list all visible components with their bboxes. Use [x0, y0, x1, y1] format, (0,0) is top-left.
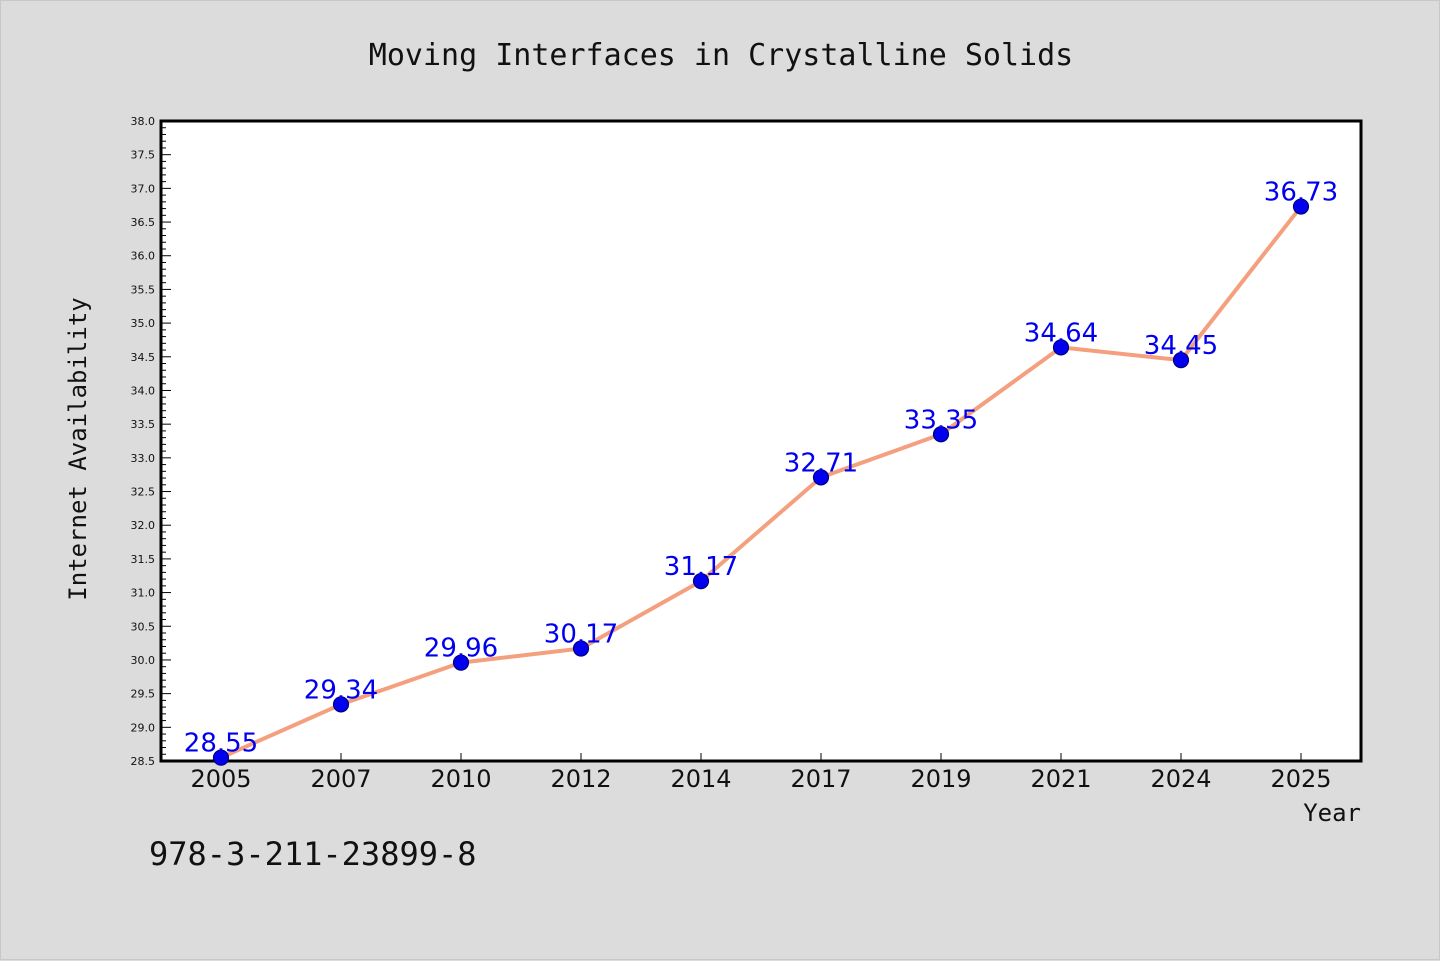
x-tick-label: 2014 [670, 765, 731, 793]
y-tick-label: 33.0 [131, 452, 156, 465]
y-tick-label: 35.5 [131, 283, 156, 296]
isbn-footnote: 978-3-211-23899-8 [149, 835, 477, 873]
data-labels-group: 28.55 29.34 29.96 30.17 31.17 32.71 33.35 34.64… [184, 178, 1338, 759]
series-line [219, 204, 1303, 760]
x-tick-label: 2021 [1030, 765, 1091, 793]
data-point-marker [1052, 339, 1070, 356]
data-label: 30.17 [544, 619, 618, 649]
x-axis-title: Year [1303, 799, 1361, 827]
y-axis-title: Internet Availability [64, 297, 92, 600]
y-tick-label: 38.0 [131, 115, 156, 128]
data-point-marker [692, 573, 710, 590]
data-point-marker [932, 426, 950, 443]
data-label: 32.71 [784, 448, 858, 478]
chart-title: Moving Interfaces in Crystalline Solids [369, 38, 1073, 73]
y-tick-label: 36.5 [131, 216, 156, 229]
data-label: 33.35 [904, 405, 978, 435]
data-label: 28.55 [184, 729, 258, 759]
y-tick-label: 37.0 [131, 182, 156, 195]
data-point-marker [812, 469, 830, 486]
y-tick-label: 34.0 [131, 384, 156, 397]
y-tick-label: 35.0 [131, 317, 156, 330]
data-label: 31.17 [664, 552, 738, 582]
y-tick-label: 37.5 [131, 149, 156, 162]
data-label: 29.34 [304, 675, 378, 705]
data-label: 34.45 [1144, 331, 1218, 361]
y-tick-label: 34.5 [131, 351, 156, 364]
y-tick-label: 30.5 [131, 620, 156, 633]
y-tick-label: 31.0 [131, 587, 156, 600]
y-axis-ticks: 28.5 29.0 29.5 30.0 30.5 31.0 31.5 32.0 32.5 33.0… [131, 115, 171, 768]
plot-area [159, 119, 1363, 763]
data-label: 36.73 [1264, 178, 1338, 208]
x-tick-label: 2012 [550, 765, 611, 793]
y-tick-label: 32.5 [131, 486, 156, 499]
y-tick-label: 31.5 [131, 553, 156, 566]
data-point-marker [212, 749, 230, 766]
x-tick-label: 2005 [190, 765, 251, 793]
x-tick-label: 2010 [430, 765, 491, 793]
y-tick-label: 33.5 [131, 418, 156, 431]
y-tick-label: 29.0 [131, 721, 156, 734]
data-point-marker [452, 654, 470, 671]
data-point-marker [332, 696, 350, 713]
x-tick-label: 2024 [1150, 765, 1211, 793]
data-label: 34.64 [1024, 318, 1098, 348]
y-tick-label: 36.0 [131, 250, 156, 263]
y-tick-label: 29.5 [131, 688, 156, 701]
x-tick-label: 2007 [310, 765, 371, 793]
y-tick-label: 30.0 [131, 654, 156, 667]
data-point-marker [572, 640, 590, 657]
data-point-marker [1292, 198, 1310, 215]
x-tick-label: 2025 [1270, 765, 1331, 793]
x-tick-label: 2017 [790, 765, 851, 793]
x-axis-ticks: 2005 2007 2010 2012 2014 2017 2019 2021 2024 2025 [190, 753, 1332, 793]
y-tick-label: 28.5 [131, 755, 156, 768]
y-tick-label: 32.0 [131, 519, 156, 532]
data-point-marker [1172, 352, 1190, 369]
x-tick-label: 2019 [910, 765, 971, 793]
data-label: 29.96 [424, 634, 498, 664]
series-line-group [212, 198, 1310, 766]
